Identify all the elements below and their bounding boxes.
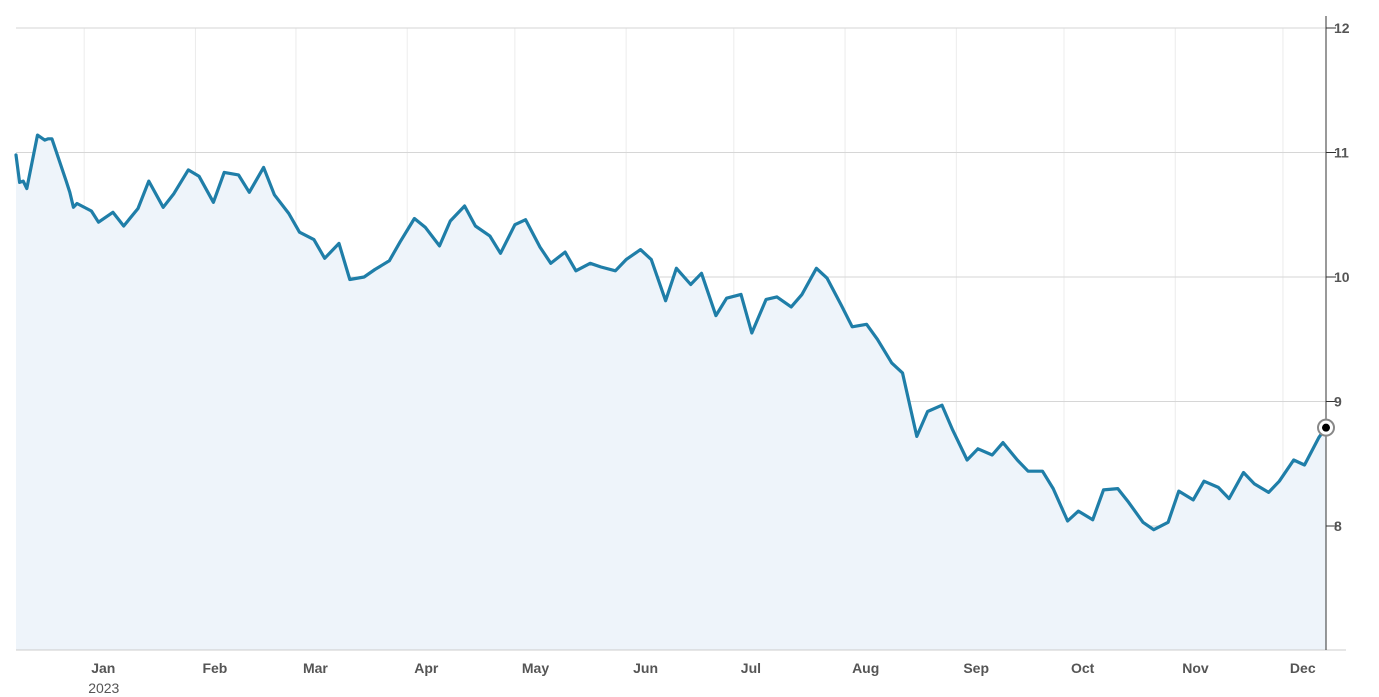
x-tick-label-dec: Dec [1290,660,1316,676]
y-tick-label-12: 12 [1334,20,1350,36]
series-area-fill [16,135,1326,651]
x-tick-label-aug: Aug [852,660,879,676]
y-tick-label-8: 8 [1334,518,1342,534]
area-layer [16,135,1326,651]
x-tick-label-sep: Sep [963,660,989,676]
x-tick-label-nov: Nov [1182,660,1209,676]
x-year-label: 2023 [88,680,119,696]
y-tick-label-11: 11 [1334,145,1349,161]
x-tick-label-jun: Jun [633,660,658,676]
x-tick-label-apr: Apr [414,660,439,676]
last-point-marker[interactable] [1322,423,1330,432]
series-line [14,133,1328,532]
label-layer: 8 9 10 11 12 Jan Feb Mar Apr May Jun Jul Aug Sep Oct No… [88,20,1350,696]
x-tick-label-mar: Mar [303,660,328,676]
x-tick-label-oct: Oct [1071,660,1095,676]
y-tick-label-10: 10 [1334,269,1350,285]
x-tick-label-jul: Jul [741,660,761,676]
x-tick-label-jan: Jan [91,660,115,676]
axis-layer [16,16,1346,651]
y-tick-label-9: 9 [1334,394,1342,410]
x-tick-label-feb: Feb [202,660,227,676]
line-layer [14,133,1335,532]
x-tick-label-may: May [522,660,549,676]
